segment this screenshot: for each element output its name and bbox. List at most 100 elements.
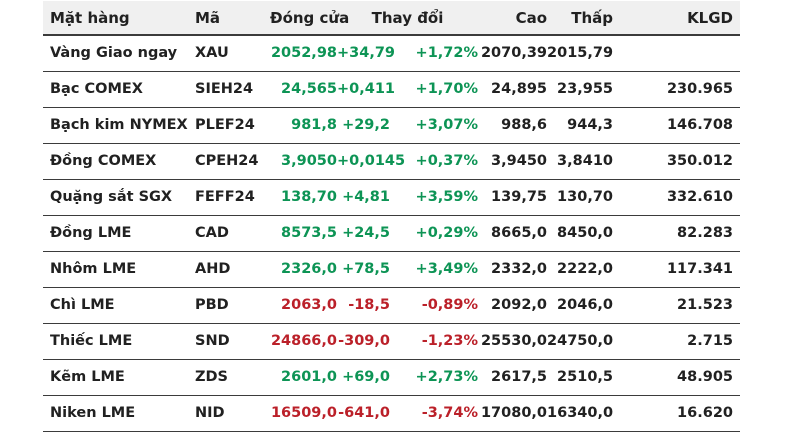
cell-close: 2063,0 — [270, 287, 337, 324]
cell-close: 138,70 — [270, 179, 337, 216]
cell-commodity-name: Bạc COMEX — [43, 71, 188, 108]
table-row[interactable]: Thiếc LME SND 24866,0 -309,0 -1,23% 25530,0 24… — [43, 323, 741, 360]
cell-code: AHD — [188, 251, 270, 288]
cell-close: 2601,0 — [270, 359, 337, 396]
price-table-body: Vàng Giao ngay XAU 2052,98 +34,79 +1,72% 2070… — [43, 35, 741, 432]
cell-high: 3,9450 — [478, 143, 548, 180]
cell-code: CPEH24 — [188, 143, 270, 180]
cell-high: 988,6 — [478, 107, 548, 144]
cell-change-pct: +3,59% — [390, 179, 479, 216]
cell-code: SIEH24 — [188, 71, 270, 108]
cell-volume: 2.715 — [613, 323, 741, 360]
cell-volume: 350.012 — [613, 143, 741, 180]
cell-change: +0,0145 — [337, 143, 405, 180]
cell-low: 8450,0 — [547, 215, 614, 252]
cell-code: SND — [188, 323, 270, 360]
table-header: Mặt hàng Mã Đóng cửa Thay đổi Cao Thấp K… — [43, 1, 741, 36]
header-high: Cao — [478, 1, 548, 36]
cell-commodity-name: Quặng sắt SGX — [43, 179, 188, 216]
cell-volume: 82.283 — [613, 215, 741, 252]
cell-low: 24750,0 — [547, 323, 613, 360]
cell-close: 24,565 — [270, 71, 337, 108]
cell-low: 2046,0 — [547, 287, 614, 324]
cell-code: XAU — [188, 35, 270, 72]
cell-change-pct: -0,89% — [390, 287, 479, 324]
cell-commodity-name: Kẽm LME — [43, 359, 188, 396]
cell-high: 139,75 — [478, 179, 548, 216]
table-row[interactable]: Bạch kim NYMEX PLEF24 981,8 +29,2 +3,07% 988,… — [43, 107, 741, 144]
table-row[interactable]: Vàng Giao ngay XAU 2052,98 +34,79 +1,72% 2070… — [43, 35, 741, 72]
cell-change: +78,5 — [337, 251, 390, 288]
cell-volume: 16.620 — [613, 395, 741, 432]
cell-close: 2052,98 — [270, 35, 337, 72]
header-close: Đóng cửa — [270, 1, 349, 36]
cell-low: 2222,0 — [547, 251, 614, 288]
table-row[interactable]: Đồng COMEX CPEH24 3,9050 +0,0145 +0,37% 3,945… — [43, 143, 741, 180]
header-code: Mã — [188, 1, 270, 36]
header-row: Mặt hàng Mã Đóng cửa Thay đổi Cao Thấp K… — [43, 1, 741, 36]
cell-low: 2015,79 — [547, 35, 613, 72]
commodity-price-table: Mặt hàng Mã Đóng cửa Thay đổi Cao Thấp K… — [43, 1, 741, 432]
cell-close: 981,8 — [270, 107, 337, 144]
cell-volume — [613, 35, 741, 72]
cell-commodity-name: Nhôm LME — [43, 251, 188, 288]
cell-commodity-name: Đồng COMEX — [43, 143, 188, 180]
cell-volume: 117.341 — [613, 251, 741, 288]
cell-code: NID — [188, 395, 270, 432]
cell-high: 2070,39 — [478, 35, 548, 72]
cell-volume: 230.965 — [613, 71, 741, 108]
cell-high: 2617,5 — [478, 359, 548, 396]
cell-change: +34,79 — [337, 35, 395, 72]
cell-change-pct: +1,72% — [390, 35, 479, 72]
table-row[interactable]: Đồng LME CAD 8573,5 +24,5 +0,29% 8665,0 8450,0… — [43, 215, 741, 252]
cell-change-pct: +2,73% — [390, 359, 479, 396]
cell-code: FEFF24 — [188, 179, 270, 216]
cell-high: 24,895 — [478, 71, 548, 108]
table-row[interactable]: Quặng sắt SGX FEFF24 138,70 +4,81 +3,59% 139,… — [43, 179, 741, 216]
cell-close: 3,9050 — [270, 143, 337, 180]
table-row[interactable]: Chì LME PBD 2063,0 -18,5 -0,89% 2092,0 2046,0 2… — [43, 287, 741, 324]
cell-close: 16509,0 — [270, 395, 337, 432]
cell-high: 25530,0 — [478, 323, 548, 360]
cell-low: 944,3 — [547, 107, 614, 144]
table-row[interactable]: Kẽm LME ZDS 2601,0 +69,0 +2,73% 2617,5 2510,5 4… — [43, 359, 741, 396]
cell-commodity-name: Vàng Giao ngay — [43, 35, 188, 72]
cell-high: 2332,0 — [478, 251, 548, 288]
cell-commodity-name: Chì LME — [43, 287, 188, 324]
cell-change-pct: +0,29% — [390, 215, 479, 252]
cell-volume: 146.708 — [613, 107, 741, 144]
header-volume: KLGD — [613, 1, 741, 36]
cell-low: 130,70 — [547, 179, 614, 216]
cell-code: PLEF24 — [188, 107, 270, 144]
cell-code: CAD — [188, 215, 270, 252]
cell-low: 3,8410 — [547, 143, 614, 180]
table-row[interactable]: Niken LME NID 16509,0 -641,0 -3,74% 17080,0 16… — [43, 395, 741, 432]
cell-change-pct: +3,49% — [390, 251, 479, 288]
cell-volume: 332.610 — [613, 179, 741, 216]
cell-change-pct: +3,07% — [390, 107, 479, 144]
cell-change-pct: -3,74% — [390, 395, 479, 432]
cell-change: -641,0 — [337, 395, 390, 432]
cell-change-pct: +0,37% — [390, 143, 479, 180]
cell-low: 16340,0 — [547, 395, 613, 432]
cell-close: 24866,0 — [270, 323, 337, 360]
price-table: Mặt hàng Mã Đóng cửa Thay đổi Cao Thấp K… — [43, 1, 741, 432]
cell-change-pct: +1,70% — [390, 71, 479, 108]
cell-commodity-name: Niken LME — [43, 395, 188, 432]
cell-code: ZDS — [188, 359, 270, 396]
cell-change: +69,0 — [337, 359, 390, 396]
cell-volume: 48.905 — [613, 359, 741, 396]
cell-change-pct: -1,23% — [390, 323, 479, 360]
cell-commodity-name: Đồng LME — [43, 215, 188, 252]
cell-low: 23,955 — [547, 71, 614, 108]
table-row[interactable]: Nhôm LME AHD 2326,0 +78,5 +3,49% 2332,0 2222,0… — [43, 251, 741, 288]
table-row[interactable]: Bạc COMEX SIEH24 24,565 +0,411 +1,70% 24,895 2… — [43, 71, 741, 108]
header-low: Thấp — [547, 1, 614, 36]
cell-volume: 21.523 — [613, 287, 741, 324]
cell-change: +0,411 — [337, 71, 395, 108]
header-change: Thay đổi — [337, 1, 479, 36]
cell-close: 2326,0 — [270, 251, 337, 288]
cell-code: PBD — [188, 287, 270, 324]
cell-commodity-name: Bạch kim NYMEX — [43, 107, 188, 144]
cell-change: -309,0 — [337, 323, 390, 360]
